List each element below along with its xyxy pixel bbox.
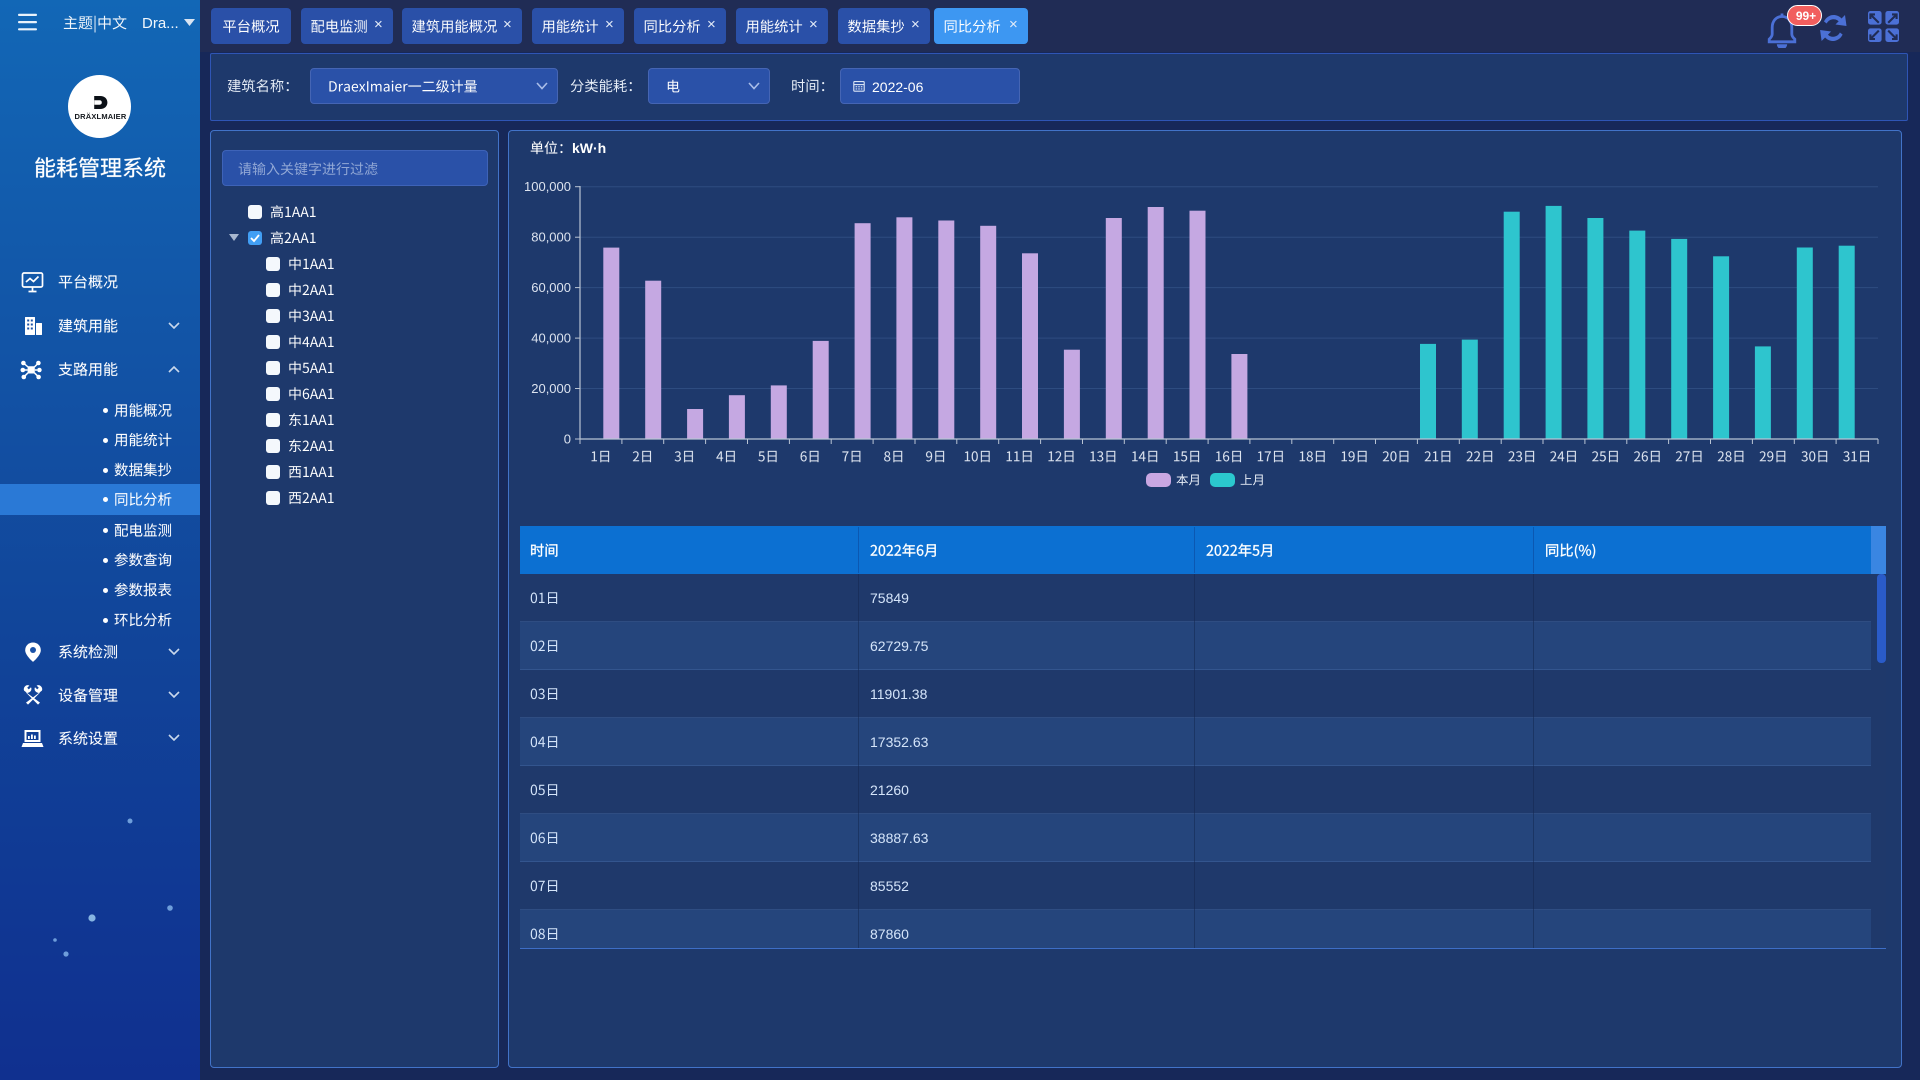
svg-text:20,000: 20,000 — [531, 381, 571, 396]
svg-text:100,000: 100,000 — [524, 179, 571, 194]
svg-text:80,000: 80,000 — [531, 230, 571, 245]
svg-text:0: 0 — [564, 432, 571, 447]
svg-text:60,000: 60,000 — [531, 280, 571, 295]
svg-text:40,000: 40,000 — [531, 331, 571, 346]
